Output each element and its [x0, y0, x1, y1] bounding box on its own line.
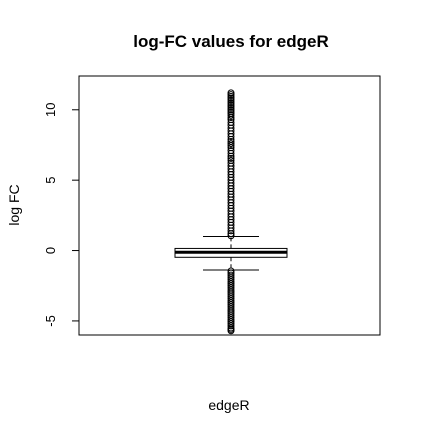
outliers-group — [227, 89, 235, 335]
x-axis-label: edgeR — [208, 397, 249, 413]
outlier-point — [227, 227, 235, 235]
outlier-point — [227, 140, 235, 148]
y-tick-label: -5 — [43, 315, 58, 327]
outlier-point — [227, 322, 235, 330]
outlier-point — [227, 149, 235, 157]
outlier-point — [227, 152, 235, 160]
y-tick-label: 0 — [43, 247, 58, 254]
y-tick-label: 5 — [43, 177, 58, 184]
outlier-point — [227, 327, 235, 335]
outlier-point — [227, 230, 235, 238]
y-tick-label: 10 — [43, 103, 58, 117]
y-axis: -5 0 5 10 — [43, 103, 80, 327]
y-axis-label: log FC — [6, 184, 22, 225]
outlier-point — [227, 114, 235, 122]
outlier-point — [227, 133, 235, 141]
outlier-point — [227, 154, 235, 162]
chart-title: log-FC values for edgeR — [133, 32, 329, 51]
outlier-point — [227, 142, 235, 150]
outlier-point — [227, 232, 235, 240]
outlier-point — [227, 111, 235, 119]
